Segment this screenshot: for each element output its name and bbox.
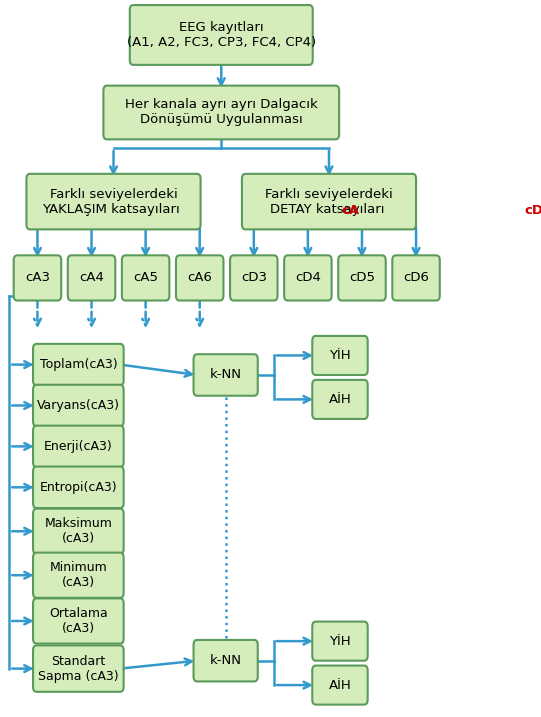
Text: Ortalama
(cA3): Ortalama (cA3) xyxy=(49,607,108,635)
FancyBboxPatch shape xyxy=(242,174,416,229)
Text: cD: cD xyxy=(524,204,541,217)
Text: Toplam(cA3): Toplam(cA3) xyxy=(39,358,117,371)
Text: cA6: cA6 xyxy=(187,272,212,285)
FancyBboxPatch shape xyxy=(33,467,124,508)
Text: cD3: cD3 xyxy=(241,272,267,285)
FancyBboxPatch shape xyxy=(68,255,115,300)
FancyBboxPatch shape xyxy=(27,174,201,229)
Text: k-NN: k-NN xyxy=(210,654,242,668)
FancyBboxPatch shape xyxy=(312,665,368,705)
FancyBboxPatch shape xyxy=(176,255,223,300)
FancyBboxPatch shape xyxy=(33,599,124,644)
Text: AİH: AİH xyxy=(328,393,351,406)
FancyBboxPatch shape xyxy=(33,385,124,427)
FancyBboxPatch shape xyxy=(122,255,169,300)
FancyBboxPatch shape xyxy=(392,255,440,300)
FancyBboxPatch shape xyxy=(338,255,386,300)
FancyBboxPatch shape xyxy=(194,354,258,396)
Text: cD5: cD5 xyxy=(349,272,375,285)
FancyBboxPatch shape xyxy=(130,5,313,65)
FancyBboxPatch shape xyxy=(103,85,339,139)
FancyBboxPatch shape xyxy=(312,380,368,419)
Text: cD6: cD6 xyxy=(403,272,429,285)
FancyBboxPatch shape xyxy=(230,255,278,300)
Text: Farklı seviyelerdeki
YAKLAŞIM katsayıları: Farklı seviyelerdeki YAKLAŞIM katsayılar… xyxy=(43,188,184,216)
Text: YİH: YİH xyxy=(329,349,351,362)
FancyBboxPatch shape xyxy=(312,622,368,660)
Text: cA5: cA5 xyxy=(133,272,158,285)
Text: k-NN: k-NN xyxy=(210,369,242,381)
Text: cD4: cD4 xyxy=(295,272,321,285)
Text: cA3: cA3 xyxy=(25,272,50,285)
FancyBboxPatch shape xyxy=(33,426,124,467)
FancyBboxPatch shape xyxy=(312,336,368,375)
Text: Her kanala ayrı ayrı Dalgacık
Dönüşümü Uygulanması: Her kanala ayrı ayrı Dalgacık Dönüşümü U… xyxy=(125,98,318,126)
Text: Entropi(cA3): Entropi(cA3) xyxy=(39,481,117,494)
Text: Varyans(cA3): Varyans(cA3) xyxy=(37,399,120,412)
Text: EEG kayıtları
(A1, A2, FC3, CP3, FC4, CP4): EEG kayıtları (A1, A2, FC3, CP3, FC4, CP… xyxy=(127,21,316,49)
FancyBboxPatch shape xyxy=(33,508,124,554)
FancyBboxPatch shape xyxy=(14,255,61,300)
Text: Farklı seviyelerdeki
DETAY katsayıları: Farklı seviyelerdeki DETAY katsayıları xyxy=(265,188,393,216)
FancyBboxPatch shape xyxy=(284,255,332,300)
FancyBboxPatch shape xyxy=(33,553,124,598)
Text: Enerji(cA3): Enerji(cA3) xyxy=(44,440,113,453)
Text: Standart
Sapma (cA3): Standart Sapma (cA3) xyxy=(38,655,118,683)
Text: AİH: AİH xyxy=(328,678,351,692)
FancyBboxPatch shape xyxy=(33,344,124,385)
Text: Minimum
(cA3): Minimum (cA3) xyxy=(49,561,107,589)
FancyBboxPatch shape xyxy=(194,640,258,681)
FancyBboxPatch shape xyxy=(33,645,124,692)
Text: cA: cA xyxy=(341,204,360,217)
Text: Maksimum
(cA3): Maksimum (cA3) xyxy=(44,517,113,545)
Text: cA4: cA4 xyxy=(79,272,104,285)
Text: YİH: YİH xyxy=(329,635,351,647)
